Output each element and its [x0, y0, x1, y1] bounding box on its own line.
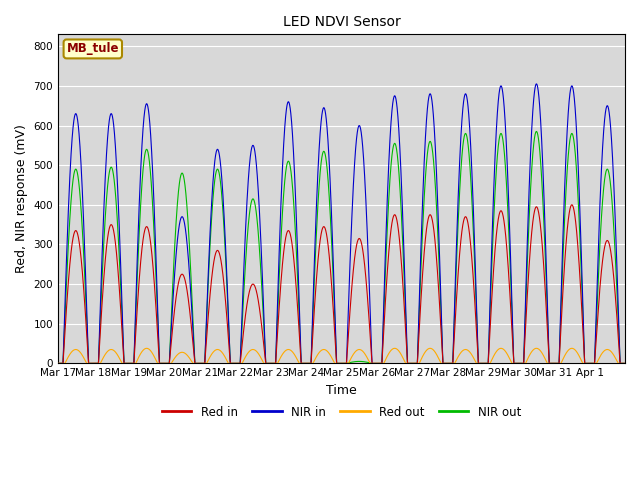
- Title: LED NDVI Sensor: LED NDVI Sensor: [283, 15, 401, 29]
- Text: MB_tule: MB_tule: [67, 42, 119, 55]
- X-axis label: Time: Time: [326, 384, 357, 397]
- Legend: Red in, NIR in, Red out, NIR out: Red in, NIR in, Red out, NIR out: [157, 401, 526, 423]
- Y-axis label: Red, NIR response (mV): Red, NIR response (mV): [15, 124, 28, 273]
